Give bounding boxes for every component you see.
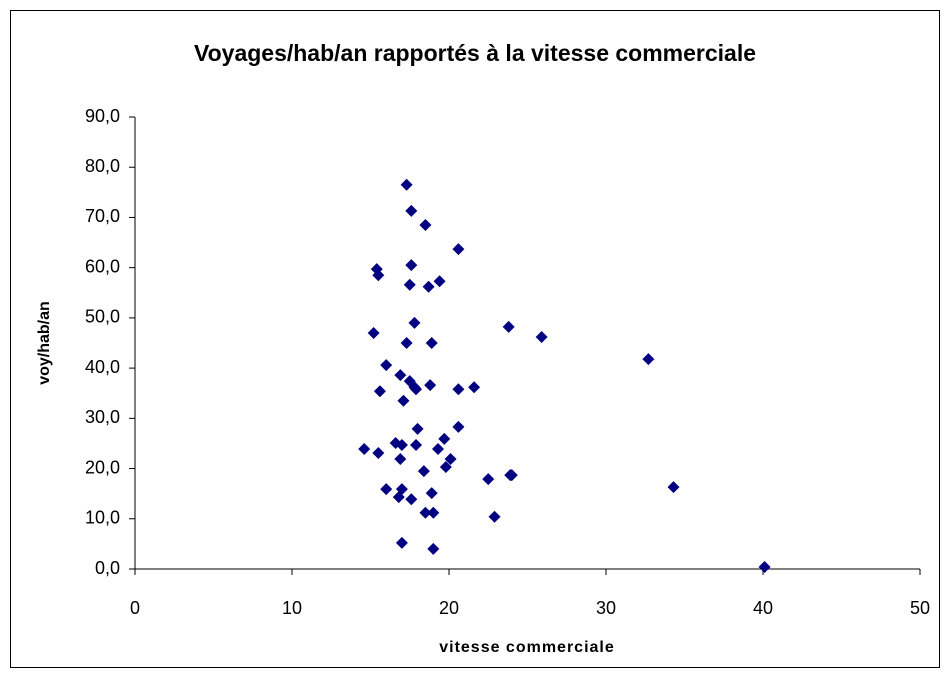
y-axis-label: voy/hab/an — [36, 301, 53, 385]
point — [452, 420, 465, 433]
point — [419, 218, 432, 231]
point — [419, 506, 432, 519]
point — [432, 442, 445, 455]
point — [372, 446, 385, 459]
point — [358, 442, 371, 455]
point — [535, 330, 548, 343]
point — [408, 316, 421, 329]
point — [395, 536, 408, 549]
point — [394, 369, 407, 382]
point — [425, 487, 438, 500]
point — [403, 278, 416, 291]
point — [400, 337, 413, 349]
point — [367, 326, 380, 339]
point — [410, 438, 423, 451]
point — [433, 275, 446, 288]
point — [468, 381, 481, 394]
point — [405, 259, 418, 272]
y-tick-label: 80,0 — [85, 156, 120, 176]
point — [425, 337, 438, 349]
point — [400, 178, 413, 191]
point — [667, 481, 680, 494]
point — [380, 359, 393, 372]
point — [439, 461, 452, 474]
point — [488, 510, 501, 523]
point — [424, 379, 437, 392]
point — [452, 383, 465, 396]
x-tick-label: 50 — [910, 598, 930, 618]
point — [392, 491, 405, 504]
y-tick-label: 60,0 — [85, 256, 120, 276]
point — [395, 438, 408, 451]
point — [417, 465, 430, 478]
point — [505, 469, 518, 482]
y-tick-label: 10,0 — [85, 508, 120, 528]
point — [372, 269, 385, 282]
point — [405, 204, 418, 217]
x-tick-label: 10 — [282, 598, 302, 618]
point — [444, 453, 457, 466]
point — [397, 394, 410, 407]
chart-title: Voyages/hab/an rapportés à la vitesse co… — [194, 40, 756, 66]
point — [642, 353, 655, 366]
point — [427, 542, 440, 555]
point — [452, 243, 465, 256]
point — [422, 280, 435, 293]
x-axis-label: vitesse commerciale — [439, 639, 615, 656]
y-tick-label: 30,0 — [85, 407, 120, 427]
x-tick-label: 30 — [596, 598, 616, 618]
point — [411, 422, 424, 435]
point — [405, 493, 418, 506]
point — [410, 383, 423, 396]
chart-border — [10, 10, 940, 668]
point — [758, 560, 771, 573]
x-tick-label: 0 — [130, 598, 140, 618]
point — [380, 483, 393, 496]
x-tick-label: 40 — [753, 598, 773, 618]
y-tick-label: 40,0 — [85, 357, 120, 377]
point — [394, 453, 407, 466]
y-tick-label: 0,0 — [95, 558, 120, 578]
y-tick-label: 20,0 — [85, 457, 120, 477]
y-tick-label: 70,0 — [85, 206, 120, 226]
x-tick-label: 20 — [439, 598, 459, 618]
point — [427, 506, 440, 519]
point — [438, 432, 451, 445]
y-tick-label: 90,0 — [85, 106, 120, 126]
y-tick-label: 50,0 — [85, 307, 120, 327]
point — [482, 473, 495, 486]
point — [502, 320, 515, 333]
point — [373, 385, 386, 398]
